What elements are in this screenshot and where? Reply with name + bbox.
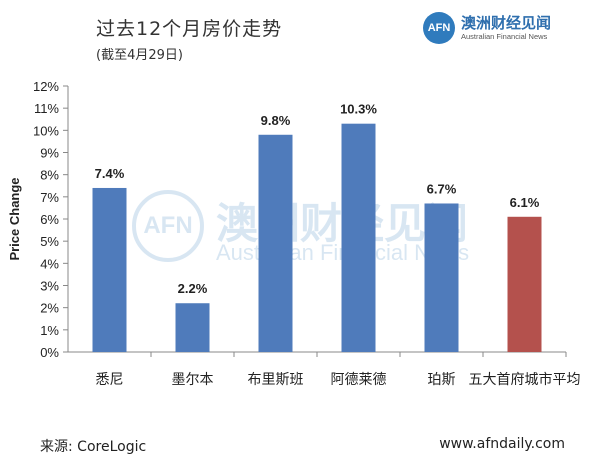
bar-data-label: 9.8% [261, 113, 291, 128]
afn-logo-icon: AFN [423, 12, 455, 44]
y-tick-label: 3% [40, 279, 59, 294]
y-axis-title: Price Change [7, 177, 22, 260]
bar [175, 303, 210, 352]
bar [341, 123, 376, 352]
chart-subtitle: (截至4月29日) [96, 48, 183, 63]
bar [507, 216, 542, 352]
y-tick-label: 4% [40, 256, 59, 271]
y-tick-label: 1% [40, 323, 59, 338]
y-tick-label: 0% [40, 345, 59, 360]
y-tick-label: 12% [33, 79, 59, 94]
bar-data-label: 6.1% [510, 195, 540, 210]
category-label: 阿德莱德 [331, 372, 387, 388]
bar-data-label: 10.3% [340, 102, 377, 117]
bar-data-label: 2.2% [178, 281, 208, 296]
bar [424, 203, 459, 352]
y-tick-label: 2% [40, 301, 59, 316]
category-label: 珀斯 [428, 372, 456, 388]
logo-name-en: Australian Financial News [461, 32, 548, 41]
chart-title: 过去12个月房价走势 [96, 18, 283, 40]
logo-name-cn: 澳洲财经见闻 [461, 14, 552, 32]
y-tick-label: 11% [34, 101, 59, 116]
y-tick-label: 5% [40, 234, 59, 249]
category-label: 五大首府城市平均 [469, 371, 581, 388]
afn-logo: AFN 澳洲财经见闻 Australian Financial News [423, 12, 583, 46]
bar [258, 134, 293, 352]
bar-data-label: 7.4% [95, 166, 125, 181]
y-tick-label: 10% [33, 123, 59, 138]
category-label: 墨尔本 [172, 372, 214, 388]
bar-data-label: 6.7% [427, 181, 457, 196]
category-label: 布里斯班 [248, 372, 304, 388]
y-tick-label: 9% [40, 146, 59, 161]
bar [92, 187, 127, 352]
source-note: 来源: CoreLogic [40, 439, 147, 455]
category-label: 悉尼 [96, 372, 124, 388]
website-link[interactable]: www.afndaily.com [439, 436, 565, 452]
y-tick-label: 6% [40, 212, 59, 227]
y-tick-label: 7% [40, 190, 59, 205]
y-tick-label: 8% [40, 168, 59, 183]
